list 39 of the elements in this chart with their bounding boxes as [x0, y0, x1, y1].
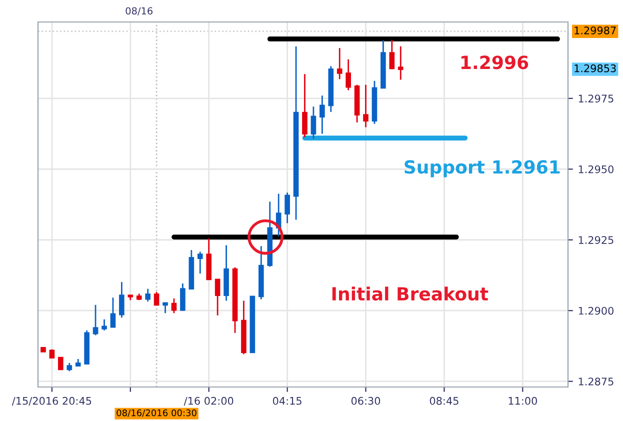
candlestick: [102, 318, 107, 332]
x-tick-label: /15/2016 20:45: [12, 396, 92, 406]
x-tick-label: 06:30: [351, 396, 380, 405]
y-tick-label: 1.2875: [578, 378, 614, 386]
candlestick: [171, 298, 177, 314]
text: 1.29853: [574, 64, 616, 72]
y-tick-label: 1.2950: [578, 165, 614, 174]
ref-line-label: 08/16/2016 00:30: [116, 409, 196, 417]
candlestick: [302, 73, 308, 138]
candlestick: [346, 58, 351, 91]
candlestick: [154, 291, 160, 306]
x-tick-label: 08:45: [430, 396, 458, 405]
annotation: Support 1.2961: [404, 160, 560, 178]
candlestick: [92, 304, 98, 336]
candlestick: [363, 84, 368, 128]
y-tick-label: 1.2925: [578, 236, 614, 244]
annotation: Initial Breakout: [332, 286, 488, 301]
candlestick: [162, 302, 168, 314]
candlestick: [58, 356, 64, 370]
candlestick: [214, 278, 220, 316]
candlestick: [119, 281, 124, 318]
x-tick-label: 04:15: [272, 396, 302, 405]
candlestick: [145, 288, 150, 302]
candlestick: [310, 106, 316, 140]
annotation: 1.2996: [461, 56, 528, 70]
text: 08/16: [126, 7, 153, 16]
candlestick: [110, 296, 116, 328]
candlestick: [389, 39, 395, 70]
x-tick-label: 11:00: [508, 396, 537, 405]
candlestick: [180, 282, 186, 312]
candlestick: [336, 47, 342, 80]
x-tick-label: /16 02:00: [184, 396, 234, 406]
candlestick: [320, 94, 325, 134]
y-tick-label: 1.2900: [578, 306, 614, 315]
candlestick: [284, 192, 290, 224]
candlestick: [197, 251, 203, 274]
y-tick-label: 1.2975: [578, 94, 614, 102]
candlestick: [398, 46, 404, 80]
ref-line-label: 1.29987: [574, 26, 616, 34]
